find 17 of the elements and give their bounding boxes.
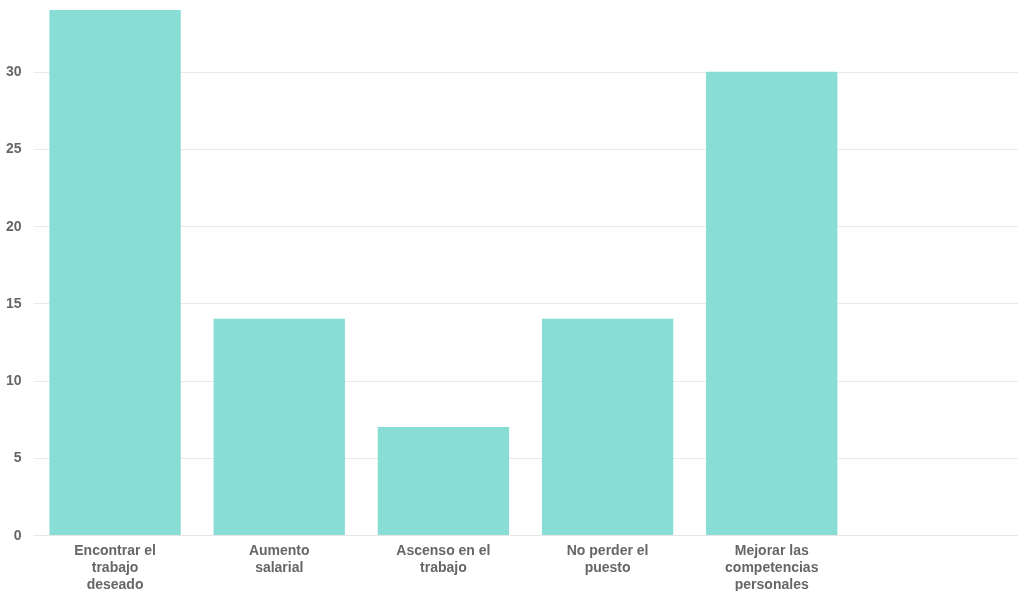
x-tick-label: Aumento salarial: [248, 541, 310, 575]
y-tick-label: 0: [13, 526, 22, 543]
y-tick-label: 20: [5, 217, 22, 234]
y-tick-label: 5: [13, 449, 22, 466]
x-tick-label: Mejorar las competencias personales: [725, 541, 819, 592]
bar: [706, 71, 838, 535]
x-tick-label: No perder el puesto: [566, 541, 649, 575]
x-tick-label: Encontrar el trabajo deseado: [74, 541, 156, 592]
bar: [541, 318, 674, 535]
bar: [49, 10, 181, 535]
y-tick-label: 30: [5, 63, 22, 80]
bar: [213, 318, 345, 535]
y-tick-label: 10: [5, 372, 22, 389]
y-tick-label: 25: [5, 140, 22, 157]
bar: [377, 426, 510, 535]
x-tick-label: Ascenso en el trabajo: [396, 541, 491, 575]
y-tick-label: 15: [5, 294, 22, 311]
